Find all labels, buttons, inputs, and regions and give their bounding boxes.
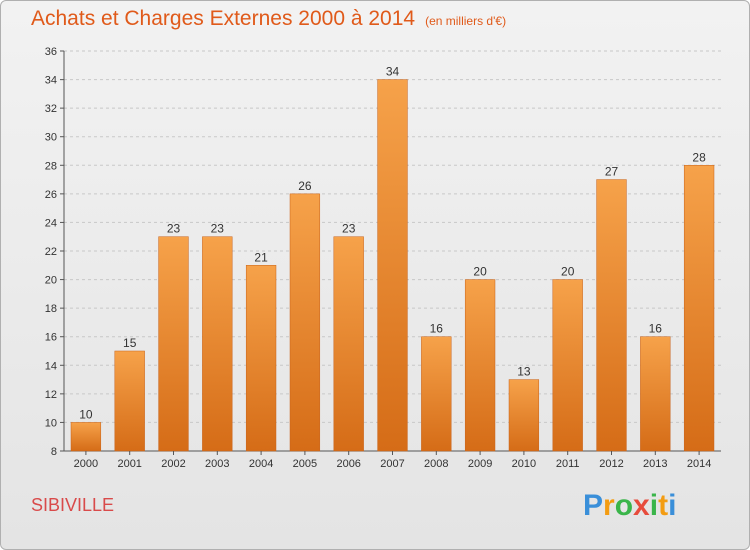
- x-tick-label: 2002: [161, 458, 185, 470]
- bar-value-label: 21: [254, 250, 268, 264]
- bar-value-label: 15: [123, 336, 137, 350]
- bar-value-label: 20: [561, 265, 575, 279]
- bar-2000: [70, 422, 102, 452]
- y-tick-label: 20: [45, 275, 57, 287]
- bar-value-label: 27: [605, 165, 619, 179]
- chart-title-text: Achats et Charges Externes 2000 à 2014: [31, 7, 416, 30]
- bar-value-label: 16: [649, 322, 663, 336]
- y-tick-label: 28: [45, 160, 57, 172]
- bar-2009: [464, 279, 496, 452]
- logo-letter: r: [603, 489, 615, 522]
- x-tick-label: 2013: [643, 458, 667, 470]
- y-tick-label: 26: [45, 189, 57, 201]
- y-tick-label: 18: [45, 303, 57, 315]
- logo-letter: i: [668, 489, 677, 522]
- bar-value-label: 23: [342, 222, 356, 236]
- bar-value-label: 23: [211, 222, 225, 236]
- x-tick-label: 2014: [687, 458, 711, 470]
- x-tick-label: 2008: [424, 458, 448, 470]
- x-tick-label: 2000: [74, 458, 98, 470]
- logo-letter: t: [658, 489, 669, 522]
- bar-2003: [202, 236, 233, 452]
- bar-value-label: 34: [386, 65, 400, 79]
- x-tick-label: 2007: [380, 458, 404, 470]
- y-tick-label: 14: [45, 360, 57, 372]
- x-tick-label: 2006: [336, 458, 360, 470]
- y-tick-label: 8: [51, 446, 57, 458]
- bar-2011: [552, 279, 583, 452]
- logo-letter: P: [583, 489, 604, 522]
- bar-value-label: 20: [473, 265, 487, 279]
- bar-value-label: 23: [167, 222, 181, 236]
- bar-2002: [158, 236, 189, 452]
- bar-2006: [333, 236, 364, 452]
- bar-value-label: 10: [79, 407, 93, 421]
- x-tick-label: 2009: [468, 458, 492, 470]
- bar-value-label: 28: [692, 150, 706, 164]
- x-tick-label: 2012: [599, 458, 623, 470]
- y-tick-label: 24: [45, 217, 57, 229]
- logo-letter: i: [649, 489, 659, 522]
- commune-name: SIBIVILLE: [31, 495, 115, 515]
- x-tick-label: 2010: [512, 458, 536, 470]
- y-tick-label: 36: [45, 46, 57, 58]
- bar-2005: [289, 193, 321, 452]
- bar-2004: [245, 265, 277, 452]
- logo-letter: x: [633, 489, 650, 522]
- y-tick-label: 10: [45, 417, 57, 429]
- y-tick-label: 34: [45, 75, 57, 87]
- bar-2010: [508, 379, 540, 452]
- bar-2008: [421, 336, 452, 452]
- bar-2013: [640, 336, 671, 452]
- bar-value-label: 26: [298, 179, 312, 193]
- y-tick-label: 32: [45, 103, 57, 115]
- y-tick-label: 22: [45, 246, 57, 258]
- y-tick-label: 30: [45, 132, 57, 144]
- bar-2012: [596, 179, 627, 452]
- chart-subtitle: (en milliers d'€): [425, 14, 507, 28]
- bar-2007: [377, 79, 408, 452]
- y-tick-label: 12: [45, 389, 57, 401]
- x-tick-label: 2001: [117, 458, 141, 470]
- bar-value-label: 16: [430, 322, 444, 336]
- y-tick-label: 16: [45, 332, 57, 344]
- x-tick-label: 2004: [249, 458, 273, 470]
- bar-2001: [114, 350, 145, 452]
- proxiti-logo: Proxiti: [583, 489, 676, 523]
- x-tick-label: 2005: [293, 458, 317, 470]
- logo-letter: o: [614, 489, 634, 522]
- x-tick-label: 2003: [205, 458, 229, 470]
- x-tick-label: 2011: [556, 458, 580, 470]
- bar-value-label: 13: [517, 365, 531, 379]
- bar-2014: [683, 165, 715, 452]
- chart-title: Achats et Charges Externes 2000 à 2014 (e…: [31, 7, 506, 31]
